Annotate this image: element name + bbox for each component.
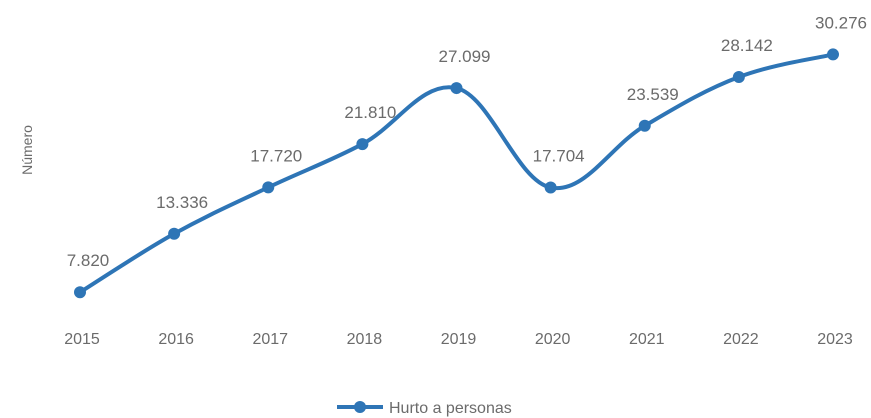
y-axis-label: Número (19, 125, 35, 175)
legend-dot-marker (354, 401, 366, 413)
data-label-2019: 27.099 (439, 47, 491, 66)
data-label-2016: 13.336 (156, 193, 208, 212)
data-point-2015[interactable] (74, 286, 86, 299)
data-label-2020: 17.704 (533, 147, 585, 166)
data-point-2016[interactable] (168, 227, 181, 240)
data-point-2022[interactable] (732, 71, 745, 84)
x-tick-label-2022: 2022 (723, 331, 759, 348)
data-point-2019[interactable] (450, 82, 463, 95)
data-label-2023: 30.276 (815, 13, 867, 32)
data-label-2018: 21.810 (344, 103, 396, 122)
data-label-2022: 28.142 (721, 36, 773, 55)
legend[interactable]: Hurto a personas (337, 400, 512, 417)
x-tick-label-2017: 2017 (252, 331, 288, 348)
x-tick-label-2023: 2023 (817, 331, 853, 348)
series-points (74, 48, 839, 299)
x-tick-label-2019: 2019 (441, 331, 477, 348)
data-labels: 7.820 13.336 17.720 21.810 27.099 17.704 23.53… (67, 13, 867, 270)
data-label-2021: 23.539 (627, 85, 679, 104)
x-tick-label-2015: 2015 (64, 331, 100, 348)
legend-label: Hurto a personas (389, 400, 512, 417)
x-axis-ticks: 2015 2016 2017 2018 2019 2020 2021 2022 2023 (64, 331, 853, 348)
data-label-2017: 17.720 (250, 146, 302, 165)
data-point-2023[interactable] (827, 48, 839, 61)
data-point-2018[interactable] (356, 138, 369, 151)
data-point-2020[interactable] (544, 181, 557, 194)
data-label-2015: 7.820 (67, 251, 110, 270)
x-tick-label-2016: 2016 (158, 331, 194, 348)
x-tick-label-2018: 2018 (347, 331, 383, 348)
x-tick-label-2020: 2020 (535, 331, 571, 348)
data-point-2021[interactable] (638, 119, 651, 132)
data-point-2017[interactable] (262, 181, 275, 194)
x-tick-label-2021: 2021 (629, 331, 665, 348)
